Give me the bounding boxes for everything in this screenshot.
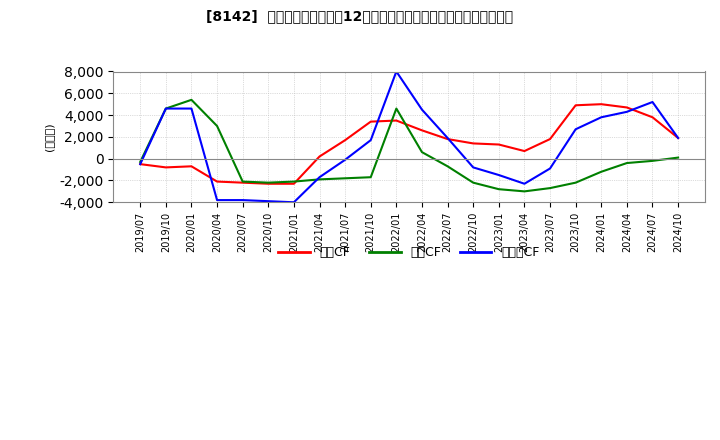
営業CF <box>212 179 221 184</box>
フリーCF <box>366 138 375 143</box>
投資CF <box>315 177 324 182</box>
投資CF <box>212 123 221 128</box>
営業CF <box>264 181 273 187</box>
Text: [8142]  キャッシュフローの12か月移動合計の対前年同期増減額の推移: [8142] キャッシュフローの12か月移動合計の対前年同期増減額の推移 <box>207 9 513 23</box>
営業CF <box>495 142 503 147</box>
営業CF <box>546 136 554 142</box>
投資CF <box>520 189 528 194</box>
フリーCF <box>546 166 554 171</box>
営業CF <box>674 136 683 141</box>
投資CF <box>136 159 145 165</box>
営業CF <box>469 141 477 146</box>
投資CF <box>341 176 349 181</box>
投資CF <box>444 164 452 169</box>
Legend: 営業CF, 投資CF, フリーCF: 営業CF, 投資CF, フリーCF <box>274 241 545 264</box>
営業CF <box>418 128 426 133</box>
投資CF <box>392 106 400 111</box>
投資CF <box>648 158 657 164</box>
営業CF <box>238 180 247 185</box>
営業CF <box>392 118 400 123</box>
フリーCF <box>623 109 631 114</box>
フリーCF <box>341 157 349 162</box>
投資CF <box>674 155 683 160</box>
フリーCF <box>444 136 452 141</box>
フリーCF <box>572 127 580 132</box>
フリーCF <box>315 175 324 180</box>
フリーCF <box>392 69 400 74</box>
営業CF <box>161 165 170 170</box>
フリーCF <box>495 172 503 178</box>
投資CF <box>546 186 554 191</box>
営業CF <box>444 136 452 142</box>
営業CF <box>341 138 349 143</box>
フリーCF <box>238 198 247 203</box>
投資CF <box>187 97 196 103</box>
フリーCF <box>418 107 426 112</box>
Line: 営業CF: 営業CF <box>140 104 678 184</box>
フリーCF <box>212 198 221 203</box>
投資CF <box>289 179 298 184</box>
投資CF <box>572 180 580 185</box>
フリーCF <box>469 165 477 170</box>
投資CF <box>366 175 375 180</box>
投資CF <box>238 179 247 184</box>
フリーCF <box>264 198 273 204</box>
Y-axis label: (百万円): (百万円) <box>44 123 54 151</box>
フリーCF <box>289 200 298 205</box>
営業CF <box>572 103 580 108</box>
投資CF <box>161 106 170 111</box>
フリーCF <box>648 99 657 105</box>
投資CF <box>264 180 273 185</box>
フリーCF <box>520 181 528 187</box>
Line: フリーCF: フリーCF <box>140 72 678 202</box>
フリーCF <box>674 136 683 141</box>
営業CF <box>597 102 606 107</box>
投資CF <box>469 180 477 185</box>
営業CF <box>136 161 145 167</box>
投資CF <box>597 169 606 174</box>
営業CF <box>315 154 324 159</box>
投資CF <box>495 187 503 192</box>
営業CF <box>289 181 298 187</box>
フリーCF <box>597 115 606 120</box>
投資CF <box>623 161 631 166</box>
フリーCF <box>161 106 170 111</box>
営業CF <box>520 148 528 154</box>
投資CF <box>418 150 426 155</box>
営業CF <box>623 105 631 110</box>
フリーCF <box>187 106 196 111</box>
営業CF <box>648 115 657 120</box>
フリーCF <box>136 161 145 167</box>
Line: 投資CF: 投資CF <box>140 100 678 191</box>
営業CF <box>366 119 375 124</box>
営業CF <box>187 164 196 169</box>
